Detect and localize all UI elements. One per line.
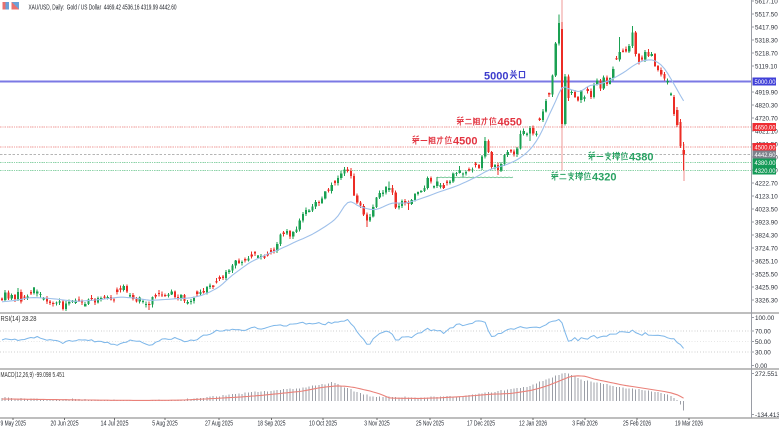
svg-text:12 Jan 2026: 12 Jan 2026 <box>519 421 547 427</box>
svg-text:25 Feb 2026: 25 Feb 2026 <box>623 421 651 427</box>
svg-text:4919.90: 4919.90 <box>755 89 778 96</box>
svg-text:3425.90: 3425.90 <box>755 284 778 291</box>
svg-text:4222.70: 4222.70 <box>755 180 778 187</box>
svg-text:3923.90: 3923.90 <box>755 219 778 226</box>
svg-text:5000.00: 5000.00 <box>755 79 776 86</box>
svg-text:MACD(12,26,9) -99.098 5.451: MACD(12,26,9) -99.098 5.451 <box>1 372 65 379</box>
svg-text:5 Aug 2025: 5 Aug 2025 <box>152 421 178 427</box>
svg-text:3 Feb 2026: 3 Feb 2026 <box>572 421 598 427</box>
svg-text:272.551: 272.551 <box>755 371 778 378</box>
svg-text:14 Jul 2025: 14 Jul 2025 <box>101 421 129 427</box>
svg-text:25 Nov 2025: 25 Nov 2025 <box>416 421 444 427</box>
svg-text:3525.50: 3525.50 <box>755 271 778 278</box>
svg-text:-134.413: -134.413 <box>755 412 779 419</box>
svg-text:3625.10: 3625.10 <box>755 258 778 265</box>
svg-text:27 Aug 2025: 27 Aug 2025 <box>205 421 233 427</box>
svg-text:4500: 4500 <box>453 136 478 148</box>
svg-text:5417.90: 5417.90 <box>755 24 778 31</box>
svg-text:RSI(14) 28.28: RSI(14) 28.28 <box>1 316 37 323</box>
svg-text:4720.70: 4720.70 <box>755 115 778 122</box>
svg-text:4650.00: 4650.00 <box>755 125 776 132</box>
svg-text:18 Sep 2025: 18 Sep 2025 <box>258 421 286 427</box>
svg-text:4023.50: 4023.50 <box>755 206 778 213</box>
svg-text:70.00: 70.00 <box>755 328 771 335</box>
svg-text:5000: 5000 <box>484 70 509 82</box>
svg-text:5617.10: 5617.10 <box>755 0 778 5</box>
svg-text:3 Nov 2025: 3 Nov 2025 <box>364 421 390 427</box>
svg-text:4123.10: 4123.10 <box>755 193 778 200</box>
svg-text:3724.70: 3724.70 <box>755 245 778 252</box>
svg-text:100.00: 100.00 <box>755 315 775 322</box>
svg-text:4320: 4320 <box>592 172 617 184</box>
svg-text:4650: 4650 <box>498 117 523 129</box>
svg-text:4380: 4380 <box>629 152 654 164</box>
svg-text:4621.10: 4621.10 <box>755 128 778 135</box>
svg-text:0.00: 0.00 <box>755 363 768 370</box>
svg-text:20 Jun 2025: 20 Jun 2025 <box>51 421 79 427</box>
svg-text:XAU/USD, Daily: Gold / US Dol: XAU/USD, Daily: Gold / US Dollar 4469.42… <box>29 4 177 11</box>
svg-text:9 May 2025: 9 May 2025 <box>1 421 27 427</box>
svg-text:5517.50: 5517.50 <box>755 11 778 18</box>
svg-text:17 Dec 2025: 17 Dec 2025 <box>467 421 495 427</box>
svg-text:4380.00: 4380.00 <box>755 160 776 167</box>
svg-text:3824.30: 3824.30 <box>755 232 778 239</box>
svg-text:50.00: 50.00 <box>755 339 771 346</box>
svg-text:5119.10: 5119.10 <box>755 63 778 70</box>
svg-text:4820.30: 4820.30 <box>755 102 778 109</box>
svg-text:10 Oct 2025: 10 Oct 2025 <box>309 421 337 427</box>
svg-text:4320.00: 4320.00 <box>755 168 776 175</box>
svg-text:4500.00: 4500.00 <box>755 144 776 151</box>
svg-text:5318.30: 5318.30 <box>755 37 778 44</box>
svg-text:19 Mar 2026: 19 Mar 2026 <box>675 421 703 427</box>
svg-text:5218.70: 5218.70 <box>755 50 778 57</box>
svg-text:30.00: 30.00 <box>755 349 771 356</box>
svg-text:4442.60: 4442.60 <box>755 152 776 159</box>
svg-text:3326.30: 3326.30 <box>755 297 778 304</box>
